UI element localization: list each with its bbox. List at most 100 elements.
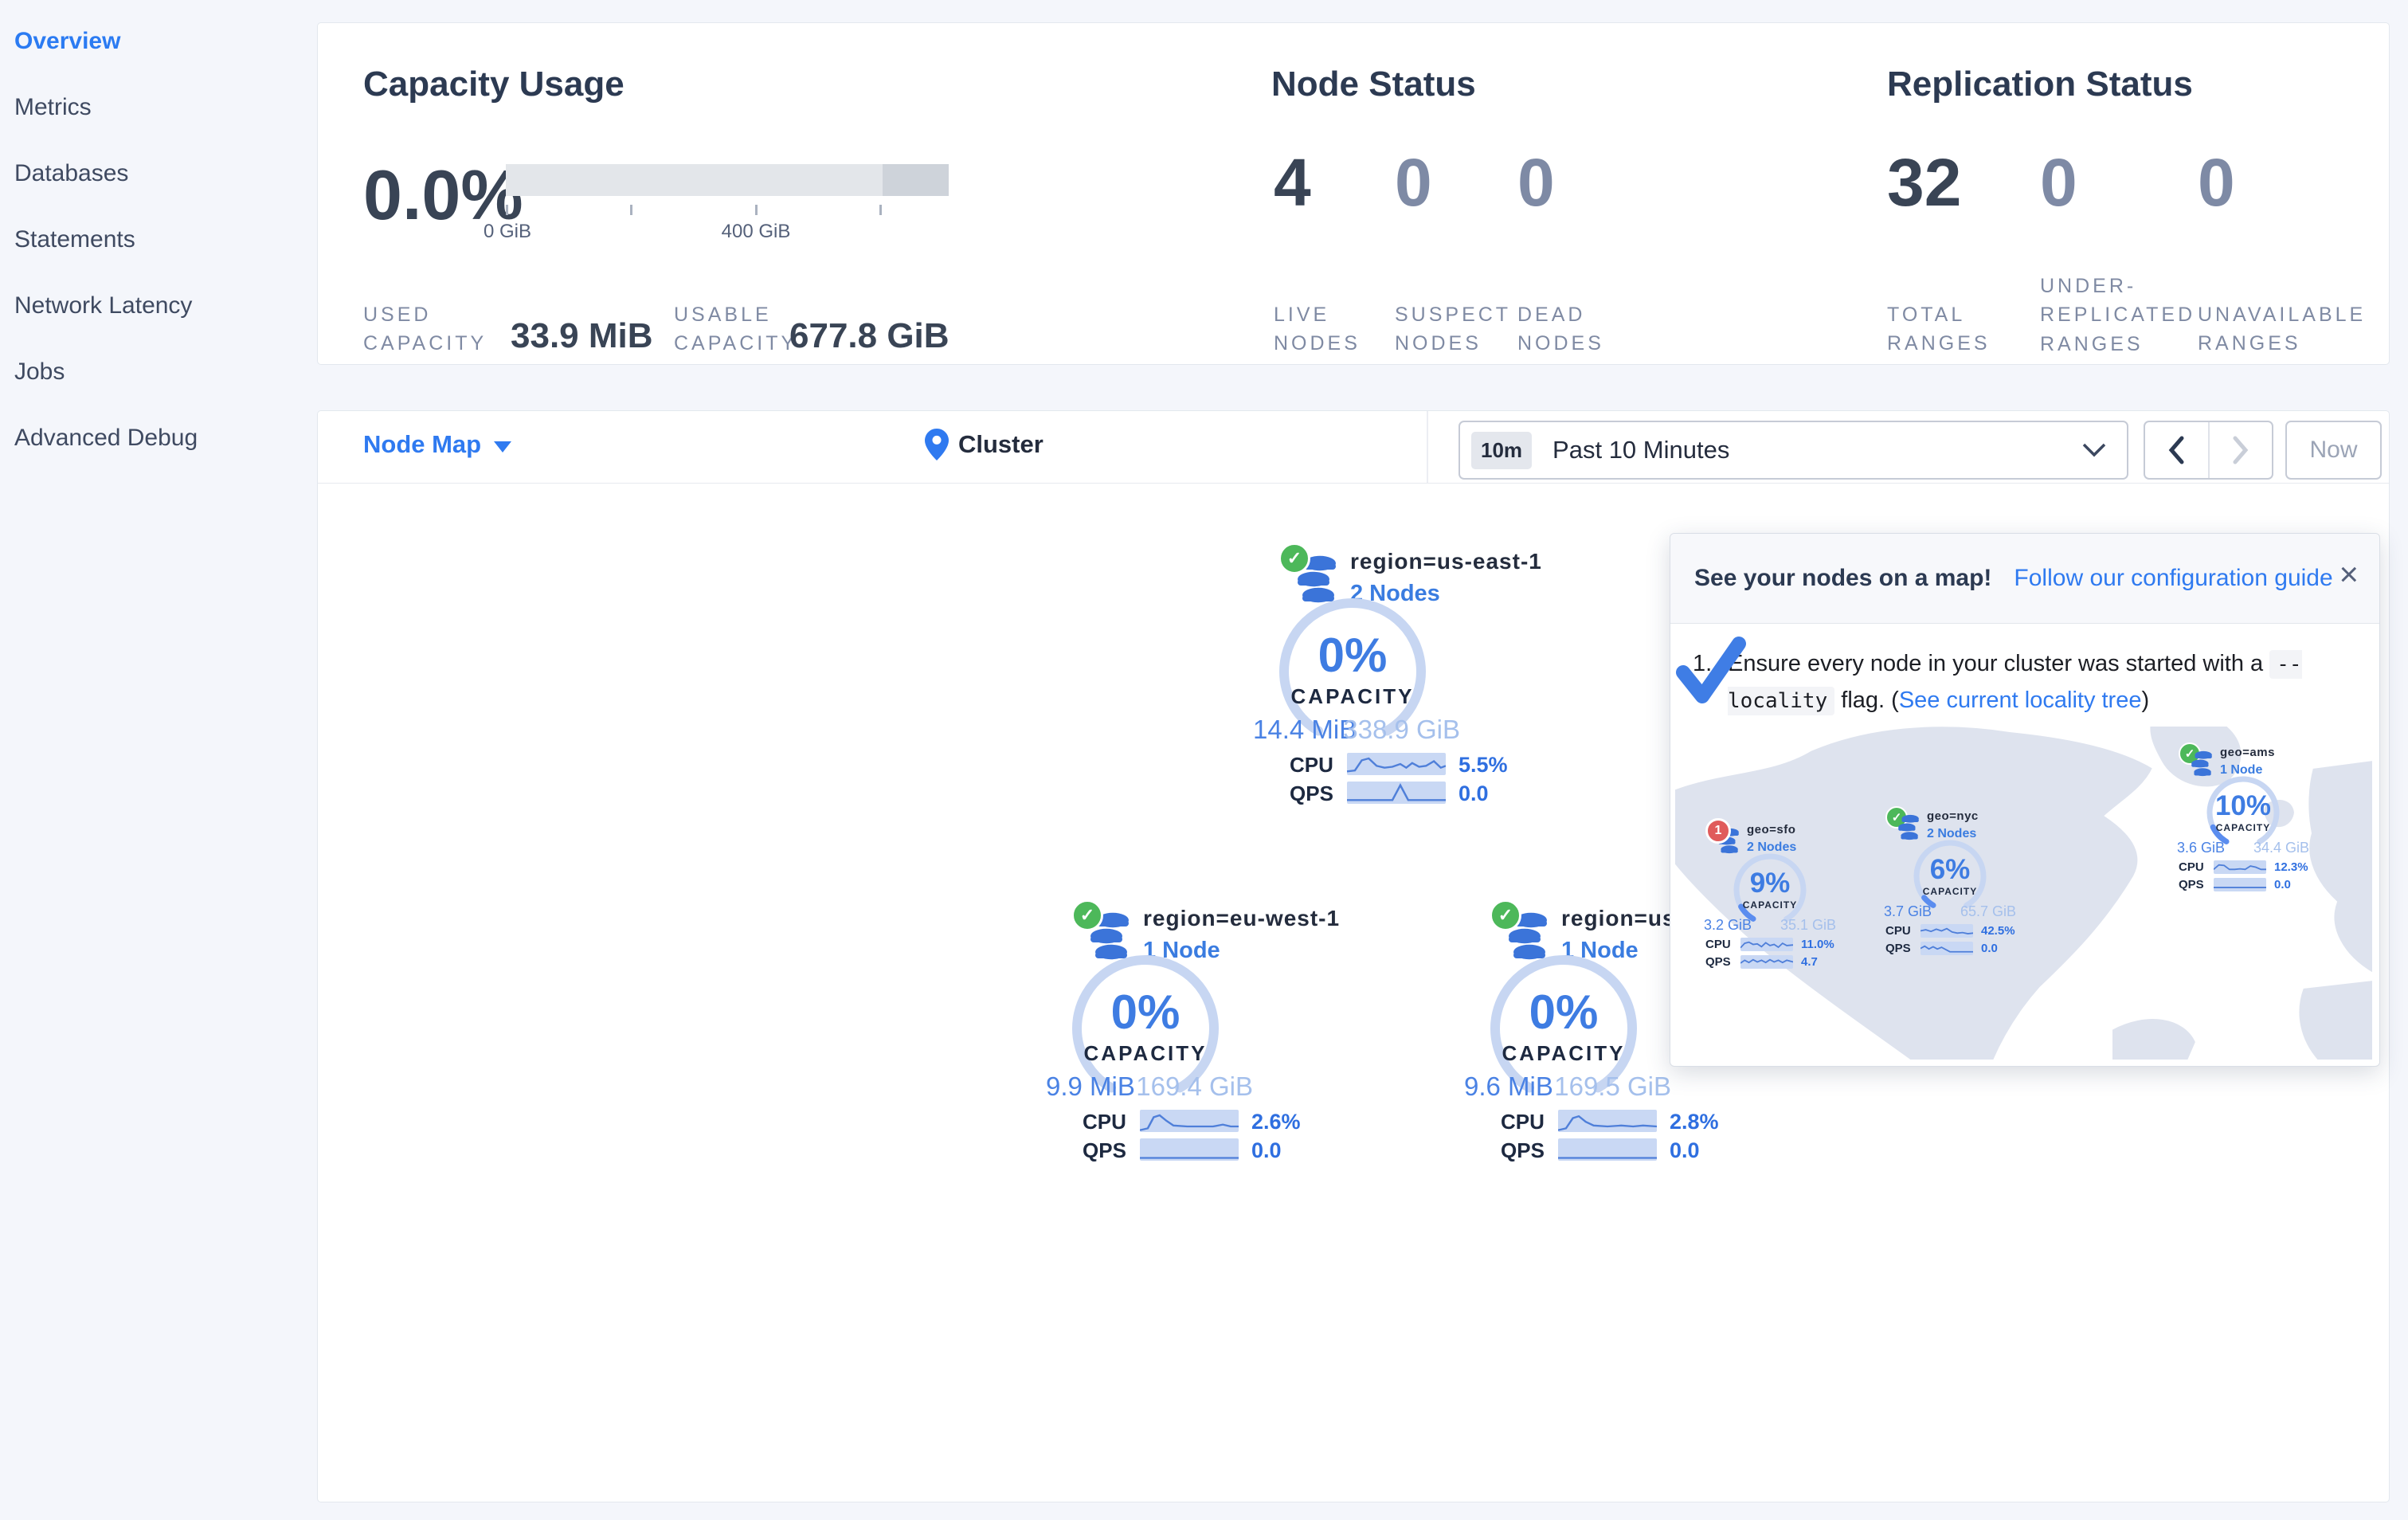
locality-name: geo=nyc [1927,809,1979,823]
cpu-row: CPU 2.6% [1046,1110,1301,1134]
cpu-value: 42.5% [1981,924,2015,938]
used-value: 3.7 GiB [1884,903,1932,919]
capacity-percent: 0% [1529,985,1599,1039]
capacity-percent: 10% [2214,790,2272,821]
qps-value: 0.0 [2274,878,2291,891]
replication-status-title: Replication Status [1887,65,2193,104]
qps-sparkline [1740,955,1793,969]
axis-tick [630,205,632,215]
capacity-percent: 0.0% [363,155,523,234]
sidebar-item-databases[interactable]: Databases [14,159,129,186]
database-icon [1509,912,1547,960]
cpu-label: CPU [2179,860,2204,874]
capacity-bar-reserved-segment [882,164,949,196]
qps-sparkline [1558,1138,1657,1161]
label-line: RANGES [2198,332,2301,355]
locality-nodes-link[interactable]: 1 Node [2220,763,2263,777]
sidebar-item-statements[interactable]: Statements [14,225,135,253]
capacity-percent: 6% [1929,854,1971,885]
capacity-bar [506,164,949,196]
sidebar-item-advanced-debug[interactable]: Advanced Debug [14,424,198,451]
total-value: 169.5 GiB [1554,1071,1671,1101]
total-value: 35.1 GiB [1780,917,1836,933]
dead-nodes-count: 0 [1517,145,1555,220]
qps-label: QPS [1705,955,1731,969]
axis-tick-label: 400 GiB [721,221,791,242]
locality-nodes-link[interactable]: 2 Nodes [1747,840,1797,854]
chevron-down-icon [494,441,512,452]
qps-label: QPS [1290,782,1333,805]
cpu-label: CPU [1290,753,1333,777]
close-icon[interactable]: × [2339,555,2359,593]
capacity-label: CAPACITY [1083,1041,1208,1065]
toolbar-divider [1427,411,1428,483]
qps-sparkline [1140,1138,1239,1161]
time-forward-button[interactable] [2210,422,2273,478]
locality-name: geo=ams [2220,746,2275,759]
locality-tree-link[interactable]: See current locality tree [1898,688,2142,714]
qps-label: QPS [1885,942,1911,955]
qps-row: QPS 0.0 [1464,1138,1700,1162]
step-number: 1. [1693,651,1713,676]
label-line: UNDER- [2040,275,2137,297]
used-value: 9.6 MiB [1464,1071,1553,1101]
locality-name: geo=sfo [1747,823,1796,836]
qps-value: 0.0 [1670,1138,1700,1162]
usable-capacity-value: 677.8 GiB [789,316,949,355]
now-button[interactable]: Now [2285,421,2382,480]
cpu-sparkline [1558,1110,1657,1132]
configuration-guide-link[interactable]: Follow our configuration guide [2014,565,2333,591]
sidebar-item-jobs[interactable]: Jobs [14,358,65,385]
map-pin-icon [925,429,949,460]
node-map-card: Node Map Cluster 10m Past 10 Minutes [317,410,2390,1502]
used-value: 14.4 MiB [1253,715,1357,744]
sidebar-item-overview[interactable]: Overview [14,27,121,54]
capacity-label: CAPACITY [1290,684,1415,708]
cpu-value: 11.0% [1801,938,1834,951]
popup-title: See your nodes on a map! [1694,565,1992,591]
sidebar-item-network-latency[interactable]: Network Latency [14,292,193,319]
capacity-label: CAPACITY [1922,886,1978,897]
cpu-sparkline [2214,860,2266,874]
cpu-sparkline [1347,753,1446,775]
label-line: USABLE [674,304,772,326]
label-line: NODES [1395,332,1482,355]
label-line: RANGES [2040,332,2144,355]
capacity-usage-title: Capacity Usage [363,65,625,104]
view-selector-dropdown[interactable]: Node Map [363,430,512,459]
axis-tick-label: 0 GiB [483,221,532,242]
qps-label: QPS [2179,878,2204,891]
cpu-row: CPU 2.8% [1464,1110,1719,1134]
unavailable-count: 0 [2198,145,2235,220]
capacity-gauge-arc [1733,853,1807,926]
capacity-label: CAPACITY [1742,899,1798,911]
cpu-sparkline [1921,924,1973,938]
healthy-check-icon: ✓ [1490,899,1521,931]
time-back-button[interactable] [2145,422,2210,478]
locality-nodes-link[interactable]: 2 Nodes [1927,827,1977,840]
setup-step-1: 1. Ensure every node in your cluster was… [1693,645,2354,719]
cpu-label: CPU [1083,1110,1126,1134]
chevron-down-icon [2082,443,2106,457]
label-line: REPLICATED [2040,304,2196,327]
label-line: LIVE [1274,304,1330,326]
cpu-value: 2.6% [1251,1110,1301,1134]
region-name: region=eu-west-1 [1143,906,1341,930]
sidebar-item-metrics[interactable]: Metrics [14,93,92,120]
time-range-select[interactable]: 10m Past 10 Minutes [1459,421,2128,480]
cpu-value: 5.5% [1459,753,1508,777]
time-range-label: Past 10 Minutes [1552,436,1730,464]
cpu-value: 2.8% [1670,1110,1719,1134]
capacity-percent: 0% [1318,629,1388,682]
label-line: DEAD [1517,304,1586,326]
qps-label: QPS [1083,1138,1126,1162]
label-line: TOTAL [1887,304,1966,326]
healthy-check-icon: ✓ [1885,806,1908,829]
qps-row: QPS 0.0 [1046,1138,1282,1162]
label-line: SUSPECT [1395,304,1512,326]
world-landmass [1675,727,2373,1060]
used-value: 9.9 MiB [1046,1071,1135,1101]
breadcrumb[interactable]: Cluster [925,429,1043,460]
total-value: 338.9 GiB [1343,715,1460,744]
total-ranges-label: TOTAL RANGES [1887,300,1991,358]
